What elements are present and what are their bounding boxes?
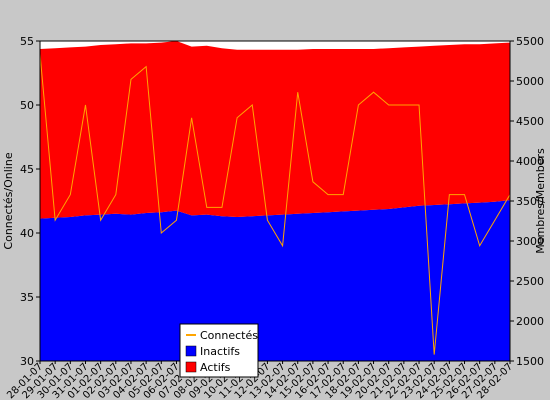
left-tick-label: 40	[20, 227, 34, 240]
line-layer	[39, 53, 511, 355]
right-tick-label: 3500	[516, 195, 544, 208]
line-connectes	[39, 53, 511, 355]
right-tick-label: 3000	[516, 235, 544, 248]
y-right-label: Membres/Members	[534, 148, 547, 254]
right-axis: 1500 2000 2500 3000 3500 4000 4500 5000 5500	[510, 35, 544, 368]
left-tick-label: 35	[20, 291, 34, 304]
right-tick-label: 4000	[516, 155, 544, 168]
left-axis: 30 35 40 45 50 55	[20, 35, 40, 368]
legend-label-connectes: Connectés	[200, 329, 258, 342]
left-tick-label: 45	[20, 163, 34, 176]
y-left-label: Connectés/Online	[2, 152, 15, 249]
area-actifs	[40, 41, 510, 219]
left-tick-label: 50	[20, 99, 34, 112]
right-tick-label: 2000	[516, 315, 544, 328]
legend-label-actifs: Actifs	[200, 361, 231, 374]
legend-swatch-actifs	[185, 361, 197, 373]
right-tick-label: 2500	[516, 275, 544, 288]
legend-label-inactifs: Inactifs	[200, 345, 240, 358]
area-inactifs	[40, 200, 510, 361]
left-tick-label: 55	[20, 35, 34, 48]
right-tick-label: 5000	[516, 75, 544, 88]
right-tick-label: 1500	[516, 355, 544, 368]
legend: Connectés Inactifs Actifs	[179, 323, 259, 378]
left-tick-label: 30	[20, 355, 34, 368]
legend-swatch-inactifs	[185, 345, 197, 357]
right-tick-label: 5500	[516, 35, 544, 48]
x-axis: 28-01-0729-01-0730-01-0731-01-0701-02-07…	[5, 361, 515, 400]
area-layer	[40, 41, 510, 361]
right-tick-label: 4500	[516, 115, 544, 128]
